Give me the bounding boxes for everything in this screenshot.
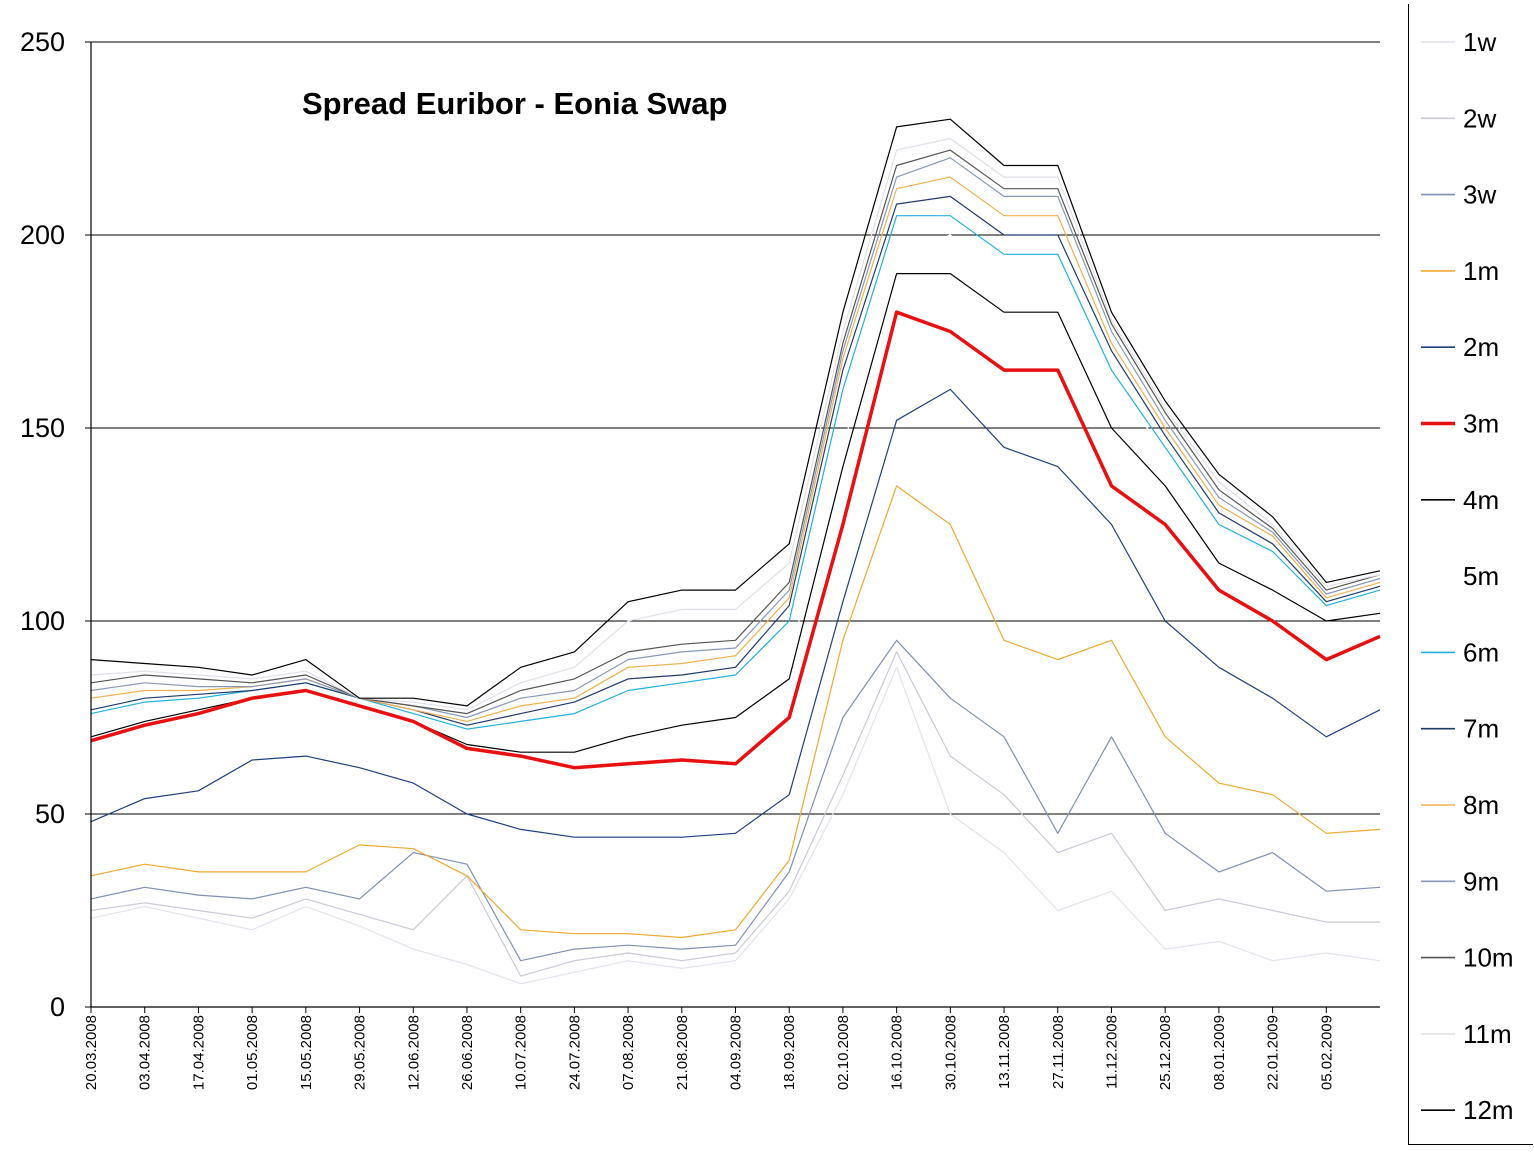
legend-label-3m: 3m <box>1463 409 1499 439</box>
x-tick-label-20: 25.12.2008 <box>1157 1015 1174 1090</box>
x-tick-label-19: 11.12.2008 <box>1104 1015 1121 1089</box>
series-line-12m <box>90 118 1381 707</box>
series-lines <box>90 118 1381 985</box>
legend-label-11m: 11m <box>1463 1019 1512 1049</box>
y-axis-ticks: 0 50 100 150 200 250 <box>20 27 91 1022</box>
x-tick-label-9: 24.07.2008 <box>566 1015 583 1090</box>
legend-label-1m: 1m <box>1463 256 1499 286</box>
y-tick-label-250: 250 <box>20 27 65 57</box>
legend-label-9m: 9m <box>1463 866 1499 896</box>
series-line-7m <box>90 195 1381 726</box>
x-tick-label-18: 27.11.2008 <box>1050 1015 1067 1089</box>
x-tick-label-21: 08.01.2009 <box>1211 1015 1228 1090</box>
x-tick-label-23: 05.02.2009 <box>1318 1015 1335 1090</box>
legend-label-10m: 10m <box>1463 943 1514 973</box>
series-line-9m <box>90 157 1381 719</box>
x-tick-label-14: 02.10.2008 <box>835 1015 852 1090</box>
legend-label-12m: 12m <box>1463 1095 1514 1125</box>
series-line-2w <box>90 651 1380 977</box>
legend-label-6m: 6m <box>1463 637 1499 667</box>
x-tick-label-11: 21.08.2008 <box>674 1015 691 1090</box>
y-tick-label-50: 50 <box>35 799 65 829</box>
series-line-1m <box>90 485 1381 939</box>
x-axis-ticks: 20.03.2008 03.04.2008 17.04.2008 01.05.2008… <box>83 1007 1335 1090</box>
x-tick-label-17: 13.11.2008 <box>996 1015 1013 1089</box>
x-tick-label-3: 01.05.2008 <box>244 1015 261 1090</box>
y-tick-label-100: 100 <box>20 606 65 636</box>
x-tick-label-15: 16.10.2008 <box>889 1015 906 1090</box>
series-line-11m <box>90 137 1381 711</box>
x-tick-label-10: 07.08.2008 <box>620 1015 637 1090</box>
series-line-3w <box>90 639 1381 962</box>
x-tick-label-22: 22.01.2009 <box>1265 1015 1282 1090</box>
x-tick-label-6: 12.06.2008 <box>405 1015 422 1090</box>
axes <box>90 42 1380 1008</box>
series-line-1w <box>90 666 1381 985</box>
series-line-4m <box>90 273 1381 753</box>
x-tick-label-13: 18.09.2008 <box>781 1015 798 1090</box>
legend: 1w 2w 3w 1m 2m 3m 4m 5m 6m 7m 8m 9m 10m 11m 12m <box>1408 4 1533 1145</box>
series-line-5m <box>90 234 1381 738</box>
x-tick-label-12: 04.09.2008 <box>728 1015 745 1090</box>
y-tick-label-150: 150 <box>20 413 65 443</box>
legend-label-5m: 5m <box>1463 561 1499 591</box>
series-line-2m <box>90 388 1381 838</box>
legend-label-4m: 4m <box>1463 485 1499 515</box>
x-tick-label-4: 15.05.2008 <box>298 1015 315 1090</box>
legend-label-1w: 1w <box>1463 27 1496 57</box>
x-tick-label-8: 10.07.2008 <box>513 1015 530 1090</box>
legend-label-7m: 7m <box>1463 714 1499 744</box>
legend-label-3w: 3w <box>1463 180 1496 210</box>
legend-label-2w: 2w <box>1463 103 1496 133</box>
series-line-3m <box>90 310 1381 770</box>
x-tick-label-16: 30.10.2008 <box>942 1015 959 1090</box>
y-tick-label-0: 0 <box>50 992 65 1022</box>
series-line-10m <box>90 149 1381 715</box>
x-tick-label-5: 29.05.2008 <box>352 1015 369 1090</box>
chart-title: Spread Euribor - Eonia Swap <box>302 86 727 121</box>
x-tick-label-7: 26.06.2008 <box>459 1015 476 1090</box>
y-tick-label-200: 200 <box>20 220 65 250</box>
legend-label-2m: 2m <box>1463 332 1499 362</box>
x-tick-label-0: 20.03.2008 <box>83 1015 100 1090</box>
legend-label-8m: 8m <box>1463 790 1499 820</box>
x-tick-label-1: 03.04.2008 <box>137 1015 154 1090</box>
series-line-6m <box>90 215 1381 730</box>
x-tick-label-2: 17.04.2008 <box>190 1015 207 1090</box>
